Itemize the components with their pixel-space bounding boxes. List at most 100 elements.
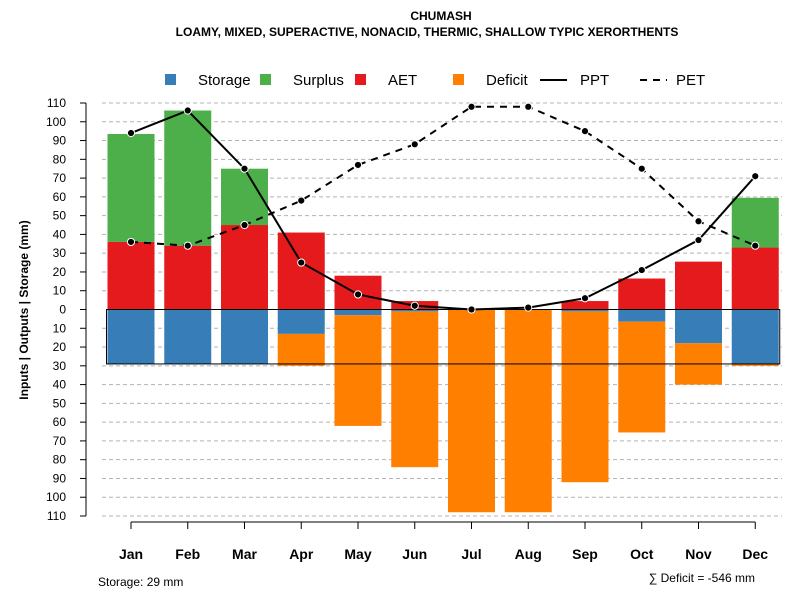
bar-aet [221, 225, 268, 310]
bar-storage [164, 309, 212, 364]
storage-capacity-box [106, 309, 781, 365]
point-pet [183, 241, 192, 250]
bar-storage [618, 309, 666, 322]
bar-aet [731, 247, 779, 310]
bar-deficit [448, 309, 495, 513]
point-pet [240, 220, 249, 230]
y-tick-label: 0 [59, 303, 66, 317]
y-tick-label: 20 [53, 265, 67, 279]
chart-subtitle: LOAMY, MIXED, SUPERACTIVE, NONACID, THER… [176, 25, 679, 39]
x-tick-label: Nov [685, 546, 712, 562]
bar-deficit [561, 311, 609, 483]
bar-storage [221, 309, 268, 364]
bar-deficit [391, 311, 439, 468]
point-pet [751, 241, 760, 250]
axes: 1101009080706050403020100102030405060708… [46, 96, 768, 562]
point-ppt [126, 128, 136, 138]
point-ppt [410, 301, 419, 310]
deficit-annotation: ∑ Deficit = -546 mm [649, 571, 755, 585]
y-tick-label: 40 [53, 227, 67, 241]
x-tick-label: Mar [232, 546, 257, 562]
point-pet [580, 127, 590, 136]
point-ppt [580, 294, 590, 303]
x-tick-label: Apr [289, 546, 314, 562]
x-tick-label: Jun [402, 546, 427, 562]
y-tick-label: 40 [53, 378, 67, 392]
point-ppt [637, 265, 646, 275]
x-tick-label: May [344, 546, 371, 562]
bar-aet [164, 245, 212, 310]
y-tick-label: 20 [53, 340, 67, 354]
legend-label-ppt: PPT [580, 72, 609, 89]
bar-deficit [504, 309, 552, 513]
x-tick-label: Jul [461, 546, 481, 562]
x-tick-label: Jan [119, 546, 143, 562]
line-pet [130, 105, 756, 247]
x-tick-label: Feb [175, 546, 200, 562]
bar-surplus [731, 197, 779, 248]
legend-swatch-aet [355, 74, 366, 85]
y-tick-label: 30 [53, 359, 67, 373]
point-pet [297, 196, 306, 205]
point-ppt [183, 106, 192, 115]
x-tick-label: Oct [630, 546, 654, 562]
line-ppt [130, 109, 756, 311]
bar-deficit [277, 333, 325, 366]
legend-swatch-deficit [453, 74, 464, 85]
y-tick-label: 100 [46, 115, 66, 129]
y-axis-label: Inputs | Outputs | Storage (mm) [17, 220, 31, 399]
y-tick-label: 50 [53, 209, 67, 223]
x-tick-label: Dec [742, 546, 768, 562]
y-tick-label: 50 [53, 396, 67, 410]
legend-label-surplus: Surplus [293, 72, 344, 89]
point-pet [637, 164, 646, 173]
series-lines [126, 102, 760, 314]
bar-aet [107, 241, 155, 310]
point-pet [410, 140, 419, 149]
gridlines [102, 102, 782, 517]
point-ppt [297, 258, 306, 267]
y-tick-label: 100 [46, 490, 66, 504]
bar-storage [107, 309, 155, 364]
legend: Storage Surplus AET Deficit PPT PET [165, 72, 705, 89]
bar-aet [561, 301, 609, 310]
bar-deficit [731, 363, 779, 366]
x-tick-label: Sep [572, 546, 598, 562]
point-ppt [353, 290, 363, 299]
legend-label-deficit: Deficit [486, 72, 529, 89]
y-tick-label: 90 [53, 134, 67, 148]
bar-aet [618, 278, 666, 310]
bar-storage [731, 309, 779, 364]
y-tick-label: 60 [53, 415, 67, 429]
y-tick-label: 110 [47, 509, 66, 523]
y-tick-label: 90 [53, 471, 67, 485]
point-ppt [694, 235, 703, 245]
bar-deficit [618, 321, 666, 433]
point-ppt [467, 305, 476, 314]
legend-swatch-surplus [260, 74, 271, 85]
point-pet [524, 102, 533, 111]
y-tick-label: 70 [53, 171, 67, 185]
bar-storage [391, 309, 439, 312]
bar-deficit [334, 315, 382, 426]
y-tick-label: 80 [53, 152, 67, 166]
y-tick-label: 10 [53, 284, 67, 298]
storage-annotation: Storage: 29 mm [98, 575, 183, 589]
bars [106, 110, 781, 513]
legend-label-aet: AET [388, 72, 417, 89]
legend-label-pet: PET [676, 72, 705, 89]
legend-label-storage: Storage [198, 72, 251, 89]
x-tick-label: Aug [515, 546, 542, 562]
bar-surplus [164, 110, 212, 246]
bar-aet [675, 261, 722, 310]
point-ppt [524, 303, 533, 312]
point-ppt [751, 172, 760, 181]
bar-storage [334, 309, 382, 316]
bar-storage [277, 309, 325, 334]
y-tick-label: 60 [53, 190, 67, 204]
y-tick-label: 70 [53, 434, 67, 448]
point-ppt [240, 164, 249, 173]
y-tick-label: 80 [53, 453, 67, 467]
bar-surplus [107, 133, 155, 242]
